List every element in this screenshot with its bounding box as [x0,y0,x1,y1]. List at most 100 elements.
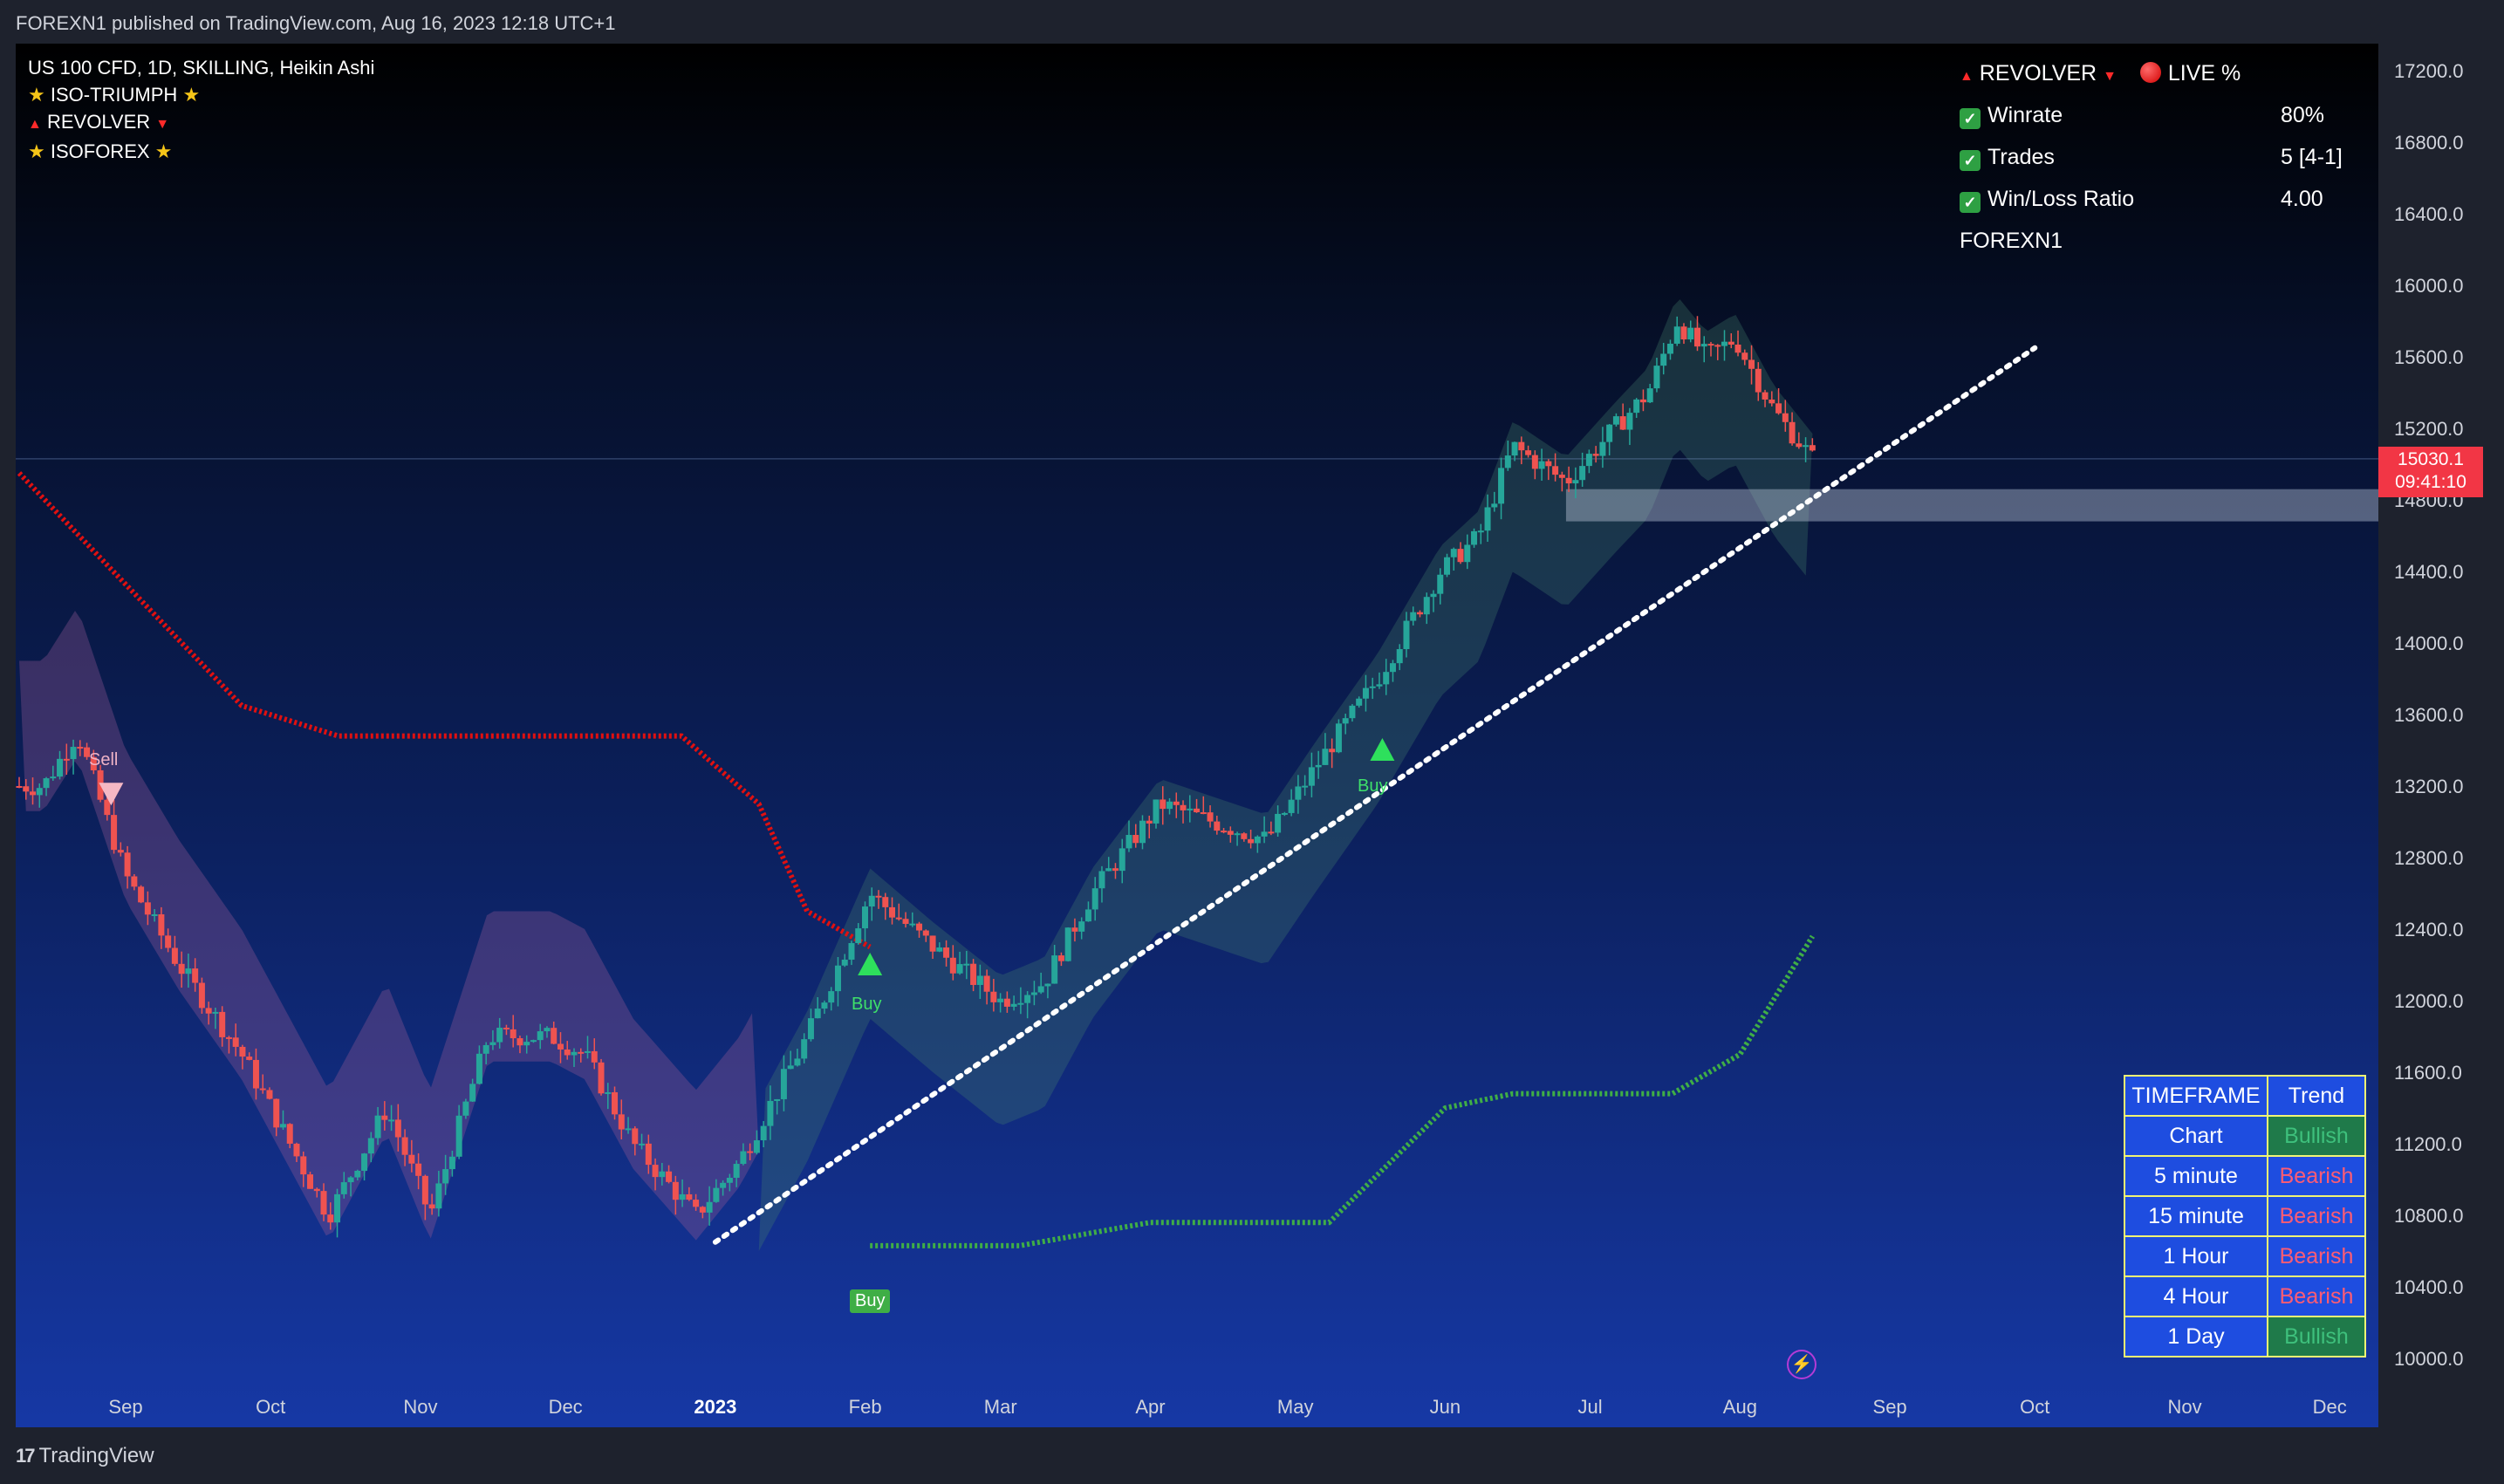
candle [571,1051,578,1056]
candle [1221,831,1228,833]
candle [1498,468,1505,504]
candle [1207,812,1214,822]
candle [1673,326,1680,344]
candle [1585,454,1592,467]
current-price: 15030.1 [2398,449,2464,469]
time-axis-label[interactable]: Sep [1872,1396,1907,1418]
price-plot[interactable] [16,44,2378,1427]
candle [455,1115,462,1157]
candle [753,1140,760,1153]
buy-arrow-icon [1370,738,1395,761]
candle [327,1214,334,1223]
candle [1666,343,1673,354]
time-axis-label[interactable]: Dec [548,1396,583,1418]
trend-cell: Bearish [2267,1275,2366,1317]
candle [23,786,30,792]
candle [564,1049,571,1056]
time-axis-label[interactable]: Apr [1135,1396,1166,1418]
candle [882,897,889,907]
candle [632,1128,639,1145]
price-axis-label: 13200.0 [2394,776,2464,797]
candle [1700,344,1707,347]
candle [659,1171,666,1178]
trend-table-header: TIMEFRAME Trend [2124,1075,2366,1117]
time-axis-label[interactable]: Mar [983,1396,1017,1418]
candle [1132,834,1139,844]
candle [801,1039,808,1059]
candle [1612,416,1619,425]
time-axis-label[interactable]: Feb [848,1396,882,1418]
candle [381,1115,388,1120]
brand-name: TradingView [38,1444,154,1467]
candle [131,876,138,887]
candle [158,914,165,936]
candle [246,1057,253,1060]
candle [1349,705,1356,719]
legend-symbol[interactable]: US 100 CFD, 1D, SKILLING, Heikin Ashi [28,57,375,79]
stats-row: ✓ Win/Loss Ratio 4.00 [1960,187,2323,229]
triangle-up-icon: ▲ [1960,69,1974,84]
candle [1071,927,1078,932]
time-axis-label[interactable]: Nov [403,1396,438,1418]
candle [124,852,131,877]
time-axis-label[interactable]: 2023 [694,1396,737,1418]
candle [1227,831,1234,835]
candle [165,935,172,948]
buy-signal-label: Buy [1358,776,1388,796]
candle [868,895,875,907]
candle [1044,983,1051,987]
countdown: 09:41:10 [2395,472,2466,492]
bearish-cloud [19,611,759,1241]
time-axis-label[interactable]: Dec [2312,1396,2347,1418]
candle [1558,475,1565,478]
timeframe-cell: 15 minute [2124,1195,2268,1237]
support-line [870,934,1816,1248]
time-axis-label[interactable]: Sep [108,1396,143,1418]
time-axis-label[interactable]: May [1276,1396,1314,1418]
candle [286,1124,293,1144]
candle [1180,804,1187,810]
candle [428,1204,435,1209]
candle [1112,868,1119,872]
time-axis-label[interactable]: Nov [2167,1396,2202,1418]
candle [1010,1003,1017,1007]
lightning-icon[interactable]: ⚡ [1787,1350,1816,1379]
candle [1687,327,1694,340]
price-axis-label: 12000.0 [2394,990,2464,1012]
live-dot-icon [2139,62,2161,83]
candle [679,1193,686,1200]
trend-cell: Bullish [2267,1316,2366,1357]
price-axis[interactable] [2378,44,2492,1427]
candle [1423,597,1430,615]
time-axis-label[interactable]: Jul [1577,1396,1603,1418]
candle [1003,998,1010,1007]
chart-pane[interactable]: US 100 CFD, 1D, SKILLING, Heikin Ashi ★ … [16,44,2492,1427]
stats-footer: FOREXN1 [1960,229,2063,253]
legend-indicator-1[interactable]: ★ ISO-TRIUMPH ★ [28,81,374,108]
tradingview-logo[interactable]: 17 TradingView [16,1444,154,1468]
price-axis-label: 12400.0 [2394,919,2464,940]
time-axis-label[interactable]: Jun [1429,1396,1461,1418]
legend-indicator-3[interactable]: ★ ISOFOREX ★ [28,138,374,165]
time-axis-label[interactable]: Oct [2020,1396,2050,1418]
candle [1119,848,1125,872]
time-axis-label[interactable]: Oct [256,1396,286,1418]
candle [1809,445,1816,451]
candle [1762,392,1769,400]
star-icon: ★ [28,84,45,106]
candle [1619,416,1626,430]
legend-indicator-2[interactable]: ▲ REVOLVER ▼ [28,108,374,138]
timeframe-cell: 1 Hour [2124,1235,2268,1277]
candle [848,942,855,960]
candle [740,1151,747,1165]
candle [475,1053,482,1084]
bullish-cloud [758,299,1813,1251]
triangle-down-icon: ▼ [155,117,170,132]
candle [1748,359,1755,369]
candle [997,998,1004,1002]
candle [225,1036,232,1039]
check-icon: ✓ [1960,192,1981,213]
indicator-name: ISOFOREX [50,140,150,162]
time-axis-label[interactable]: Aug [1722,1396,1757,1418]
star-icon: ★ [182,84,201,106]
